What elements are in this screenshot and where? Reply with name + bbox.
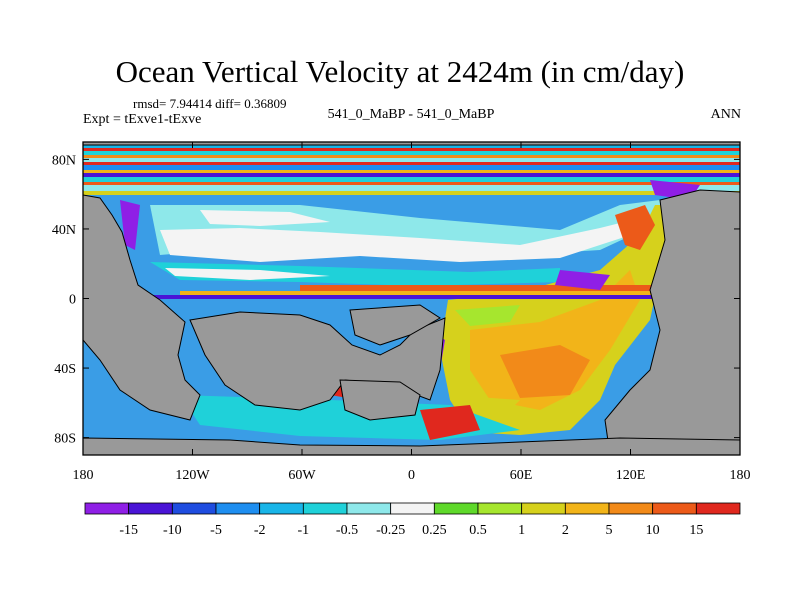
x-tick-label: 120W [175,468,210,483]
stats-text: rmsd= 7.94414 diff= 0.36809 [133,96,287,111]
colorbar-swatch [433,502,479,515]
colorbar-swatch [302,502,348,515]
x-tick-label: 60E [510,468,533,483]
colorbar-label: 15 [689,523,703,538]
colorbar-label: -0.25 [376,523,405,538]
colorbar-label: 0.5 [469,523,487,538]
colorbar-label: -5 [210,523,222,538]
colorbar-swatch [564,502,610,515]
colorbar-swatch [346,502,392,515]
x-axis: 180 120W 60W 0 60E 120E 180 [73,142,751,483]
y-axis: 80N 40N 0 40S 80S [52,153,740,447]
x-tick-label: 120E [616,468,646,483]
colorbar-swatch [84,502,130,515]
y-tick-label: 40S [54,362,76,377]
case-label: 541_0_MaBP - 541_0_MaBP [327,107,495,122]
x-tick-label: 180 [73,468,94,483]
chart-title: Ocean Vertical Velocity at 2424m (in cm/… [115,54,685,89]
colorbar-label: -10 [163,523,182,538]
season-label: ANN [710,107,741,122]
colorbar-swatch [259,502,304,515]
y-tick-label: 40N [52,223,76,238]
land-mask [83,142,740,455]
colorbar-label: -15 [119,523,138,538]
colorbar-swatch [171,502,217,515]
x-tick-label: 0 [408,468,415,483]
y-tick-label: 0 [69,293,76,308]
colorbar-label: 10 [646,523,660,538]
colorbar-swatch [521,502,566,515]
colorbar-label: 5 [606,523,613,538]
colorbar-label: 0.25 [422,523,447,538]
colorbar-swatch [477,502,523,515]
map-field [83,142,740,455]
colorbar-swatch [128,502,173,515]
colorbar: -15 -10 -5 -2 -1 -0.5 -0.25 0.25 0.5 1 2 5 10 15 [84,502,741,538]
experiment-label: Expt = tExve1-tExve [83,112,202,127]
colorbar-swatch [652,502,697,515]
colorbar-label: -2 [254,523,266,538]
y-tick-label: 80S [54,432,76,447]
y-tick-label: 80N [52,153,76,168]
colorbar-label: 2 [562,523,569,538]
colorbar-swatch [215,502,261,515]
colorbar-swatch [608,502,654,515]
colorbar-label: -1 [297,523,309,538]
x-tick-label: 180 [730,468,751,483]
colorbar-swatch [695,502,741,515]
colorbar-label: 1 [518,523,525,538]
colorbar-label: -0.5 [336,523,358,538]
x-tick-label: 60W [288,468,316,483]
colorbar-swatch [390,502,435,515]
